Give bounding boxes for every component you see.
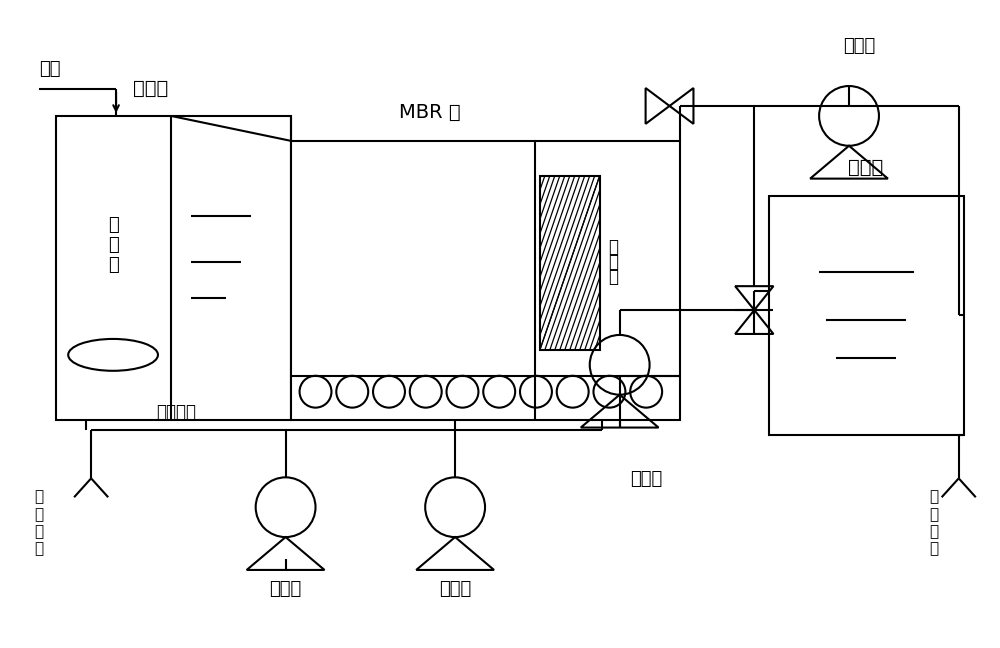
Text: 器: 器	[108, 256, 118, 274]
Text: 搅: 搅	[108, 216, 118, 235]
Text: 废水: 废水	[39, 60, 61, 78]
Text: 抽吸泵: 抽吸泵	[630, 470, 662, 489]
Bar	[56, 116, 291, 420]
Text: 组: 组	[608, 253, 618, 272]
Text: 件: 件	[608, 268, 618, 286]
Text: 产
水
排
放: 产 水 排 放	[929, 489, 938, 557]
Bar	[291, 141, 680, 420]
Bar	[769, 196, 964, 435]
Text: 拌: 拌	[108, 237, 118, 254]
Text: 产水池: 产水池	[848, 158, 884, 177]
Text: 膜: 膜	[608, 238, 618, 257]
Text: 厌氧池: 厌氧池	[133, 78, 169, 97]
Text: 鼓风机: 鼓风机	[439, 580, 471, 598]
Text: 污泥循环: 污泥循环	[156, 402, 196, 421]
Text: MBR 池: MBR 池	[399, 104, 461, 122]
Text: 污
泥
排
放: 污 泥 排 放	[35, 489, 44, 557]
Bar	[540, 176, 600, 350]
Text: 反洗泵: 反洗泵	[843, 37, 875, 55]
Text: 污泥泵: 污泥泵	[269, 580, 302, 598]
